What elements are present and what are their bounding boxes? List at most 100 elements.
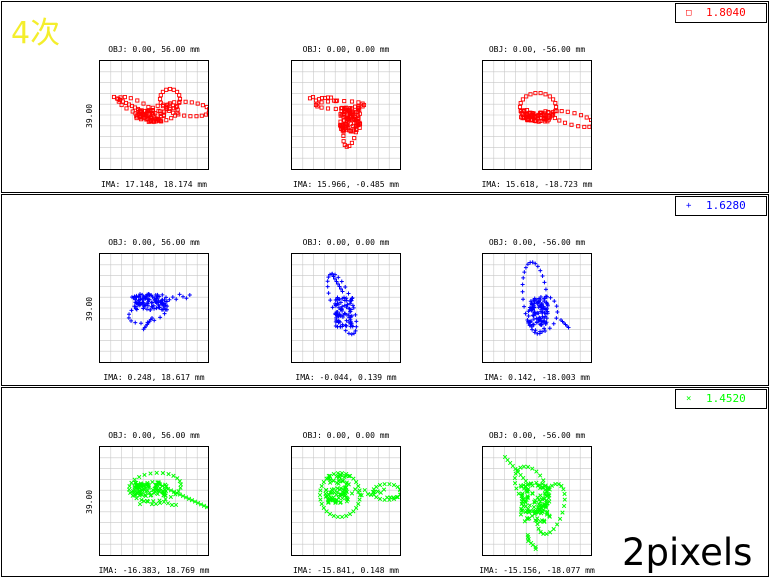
spot-ray-marker	[342, 106, 347, 111]
spot-ray-marker	[537, 113, 542, 118]
spot-ray-marker	[528, 92, 533, 97]
spot-ray-marker	[559, 109, 564, 114]
spot-ray-marker	[129, 308, 134, 313]
spot-ray-marker	[518, 101, 523, 106]
spot-ray-marker	[126, 315, 131, 320]
spot-ray-marker	[203, 112, 208, 117]
spot-ray-marker	[138, 115, 143, 120]
spot-ray-marker	[356, 489, 361, 495]
spot-ray-marker	[340, 490, 346, 495]
spot-ray-marker	[148, 471, 153, 476]
spot-ray-marker	[161, 490, 167, 496]
spot-ray-marker	[182, 113, 187, 118]
spot-ray-marker	[164, 307, 169, 312]
spot-ray-marker	[538, 91, 543, 96]
spot-ray-marker	[344, 485, 349, 490]
spot-ray-marker	[375, 489, 380, 494]
spot-ray-marker	[342, 99, 347, 104]
spot-ray-marker	[374, 484, 379, 490]
spot-diagram-plot	[291, 446, 401, 556]
spot-ray-marker	[378, 490, 383, 495]
spot-ray-marker	[512, 475, 518, 481]
spot-ray-marker	[543, 92, 548, 97]
spot-ray-marker	[349, 313, 354, 318]
legend-value: 1.8040	[706, 6, 746, 19]
spot-ray-marker	[340, 296, 345, 301]
spot-ray-marker	[530, 513, 535, 518]
spot-ray-marker	[157, 294, 162, 299]
spot-ray-marker	[177, 478, 182, 484]
spot-ray-marker	[339, 492, 344, 498]
spot-ray-marker	[534, 480, 539, 486]
spot-ray-marker	[359, 493, 364, 498]
spot-ray-marker	[129, 480, 134, 485]
spot-ray-marker	[538, 268, 543, 273]
spot-ray-marker	[340, 289, 345, 294]
spot-ray-marker	[178, 485, 183, 490]
spot-ray-marker	[183, 99, 188, 104]
spot-ray-marker	[133, 304, 138, 309]
spot-ray-marker	[552, 299, 557, 304]
spot-ray-marker	[129, 318, 134, 323]
spot-ray-marker	[562, 120, 568, 125]
spot-ray-marker	[161, 304, 166, 309]
spot-ray-marker	[338, 486, 344, 491]
spot-ray-marker	[582, 124, 587, 129]
spot-ray-marker	[548, 295, 553, 300]
spot-ray-marker	[138, 292, 143, 297]
spot-diagram-canvas	[483, 254, 591, 362]
spot-ray-marker	[540, 273, 545, 278]
spot-ray-marker	[546, 486, 551, 492]
spot-ray-marker	[140, 292, 145, 297]
spot-ray-marker	[348, 324, 353, 329]
spot-ray-marker	[525, 318, 530, 323]
field-obj-label: OBJ: 0.00, 0.00 mm	[302, 45, 390, 54]
spot-ray-marker	[532, 500, 538, 505]
spot-ray-marker	[542, 519, 547, 524]
spot-ray-marker	[155, 300, 160, 305]
spot-ray-marker	[319, 483, 324, 489]
spot-ray-marker	[141, 101, 146, 106]
spot-ray-marker	[523, 265, 528, 270]
spot-ray-marker	[164, 295, 168, 300]
spot-ray-marker	[519, 506, 524, 511]
spot-ray-marker	[346, 109, 352, 114]
spot-ray-marker	[146, 299, 151, 304]
spot-ray-marker	[310, 95, 316, 100]
spot-ray-marker	[353, 312, 358, 317]
spot-ray-marker	[143, 493, 148, 499]
spot-ray-marker	[521, 108, 526, 113]
spot-ray-marker	[391, 482, 397, 488]
spot-ray-marker	[325, 99, 331, 104]
spot-ray-marker	[545, 309, 550, 314]
spot-ray-marker	[155, 491, 160, 497]
spot-ray-marker	[547, 530, 553, 535]
spot-ray-marker	[357, 108, 362, 113]
image-position-label: IMA: 15.618, -18.723 mm	[481, 180, 593, 189]
spot-ray-marker	[130, 109, 135, 114]
spot-ray-marker	[340, 324, 345, 329]
spot-ray-marker	[141, 306, 146, 311]
spot-ray-marker	[139, 497, 144, 503]
spot-ray-marker	[174, 105, 179, 110]
spot-ray-marker	[353, 130, 358, 135]
spot-ray-marker	[543, 328, 548, 333]
spot-ray-marker	[167, 297, 172, 302]
spot-ray-marker	[166, 102, 171, 107]
spot-ray-marker	[333, 106, 338, 111]
spot-ray-marker	[569, 122, 574, 127]
spot-ray-marker	[538, 118, 543, 123]
spot-ray-marker	[537, 473, 543, 478]
spot-ray-marker	[145, 499, 151, 504]
spot-ray-marker	[201, 503, 207, 508]
spot-ray-marker	[542, 326, 547, 331]
pixel-size-note: 2pixels	[622, 531, 753, 574]
spot-ray-marker	[541, 319, 545, 324]
spot-diagram-plot	[291, 253, 401, 363]
spot-ray-marker	[153, 486, 159, 492]
spot-ray-marker	[150, 479, 155, 485]
spot-ray-marker	[517, 104, 523, 110]
spot-ray-marker	[565, 109, 570, 114]
image-position-label: IMA: 15.966, -0.485 mm	[293, 180, 399, 189]
image-position-label: IMA: -15.841, 0.148 mm	[293, 566, 399, 575]
